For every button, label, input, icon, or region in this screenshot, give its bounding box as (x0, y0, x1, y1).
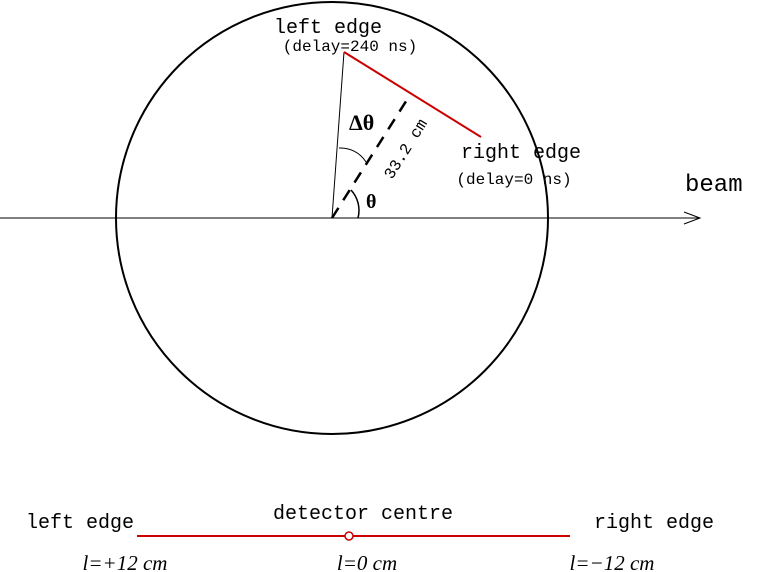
left-l: l=+12 cm (83, 551, 168, 572)
right-delay-label: (delay=0 ns) (456, 171, 571, 189)
centre-marker (344, 531, 354, 541)
beam-label: beam (685, 172, 743, 199)
distance-label: 33.2 cm (381, 116, 432, 183)
right-l: l=−12 cm (570, 551, 655, 572)
delta-theta-label: Δθ (349, 110, 374, 135)
delta-theta-arc (338, 147, 367, 163)
theta-label: θ (366, 191, 376, 213)
left-edge-label: left edge (274, 17, 382, 40)
bottom-left-edge: left edge (26, 512, 134, 535)
bottom-right-edge: right edge (594, 512, 714, 535)
bottom-centre: detector centre (273, 503, 453, 526)
detector-bar (343, 51, 482, 138)
centre-line (330, 94, 412, 219)
left-delay-label: (delay=240 ns) (283, 38, 417, 56)
beam-arrow (683, 211, 702, 225)
theta-arc (350, 189, 360, 219)
left-radius (331, 51, 345, 219)
centre-l: l=0 cm (337, 551, 397, 572)
right-edge-label: right edge (461, 142, 581, 165)
